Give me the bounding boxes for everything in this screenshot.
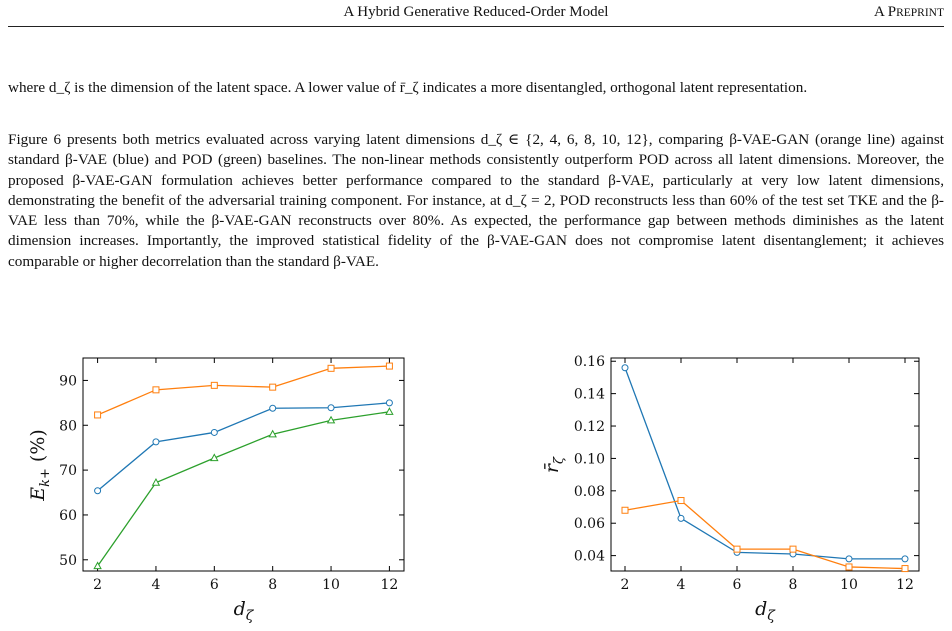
correlation-xtick-label: 12 — [896, 577, 914, 593]
page-header: A Hybrid Generative Reduced-Order Model … — [8, 0, 944, 22]
correlation-ytick-label: 0.14 — [574, 387, 605, 403]
figure-6: 2 4 6 8 10 12 50 60 70 80 90 dζ Ek+ (%) 2 4 6 8 10 12 0.04… — [0, 350, 952, 631]
energy-point — [94, 487, 102, 495]
correlation-ytick-label: 0.04 — [574, 549, 605, 565]
energy-series-line-1 — [97, 402, 390, 492]
correlation-chart: 2 4 6 8 10 12 0.04 0.06 0.08 0.10 0.12 0.14 0.16 dζ r̄… — [541, 354, 920, 624]
correlation-xtick-label: 4 — [677, 577, 686, 593]
running-title: A Hybrid Generative Reduced-Order Model — [343, 4, 609, 20]
energy-xlabel: dζ — [234, 598, 255, 624]
energy-point — [210, 428, 218, 436]
correlation-point — [621, 364, 629, 372]
preprint-label-initial: A P — [873, 4, 897, 20]
energy-point — [326, 415, 336, 424]
energy-point — [152, 386, 160, 394]
paragraph-figure-discussion: Figure 6 presents both metrics evaluated… — [8, 131, 944, 270]
energy-point — [152, 438, 160, 446]
energy-series-line-0 — [97, 365, 390, 416]
energy-ytick-label: 50 — [59, 553, 77, 569]
correlation-point — [901, 565, 909, 573]
correlation-point — [621, 506, 629, 514]
energy-point — [268, 429, 277, 438]
energy-xtick-label: 8 — [268, 577, 277, 593]
energy-series-line-2 — [97, 411, 390, 567]
energy-xtick-label: 4 — [151, 577, 160, 593]
correlation-series-line-0 — [624, 367, 905, 560]
energy-point — [93, 561, 102, 570]
energy-ytick-label: 60 — [59, 508, 77, 524]
paragraph-latent-definition: where d_ζ is the dimension of the latent… — [8, 79, 808, 96]
correlation-series-line-1 — [624, 499, 906, 570]
energy-chart: 2 4 6 8 10 12 50 60 70 80 90 dζ Ek+ (%) — [27, 357, 405, 624]
preprint-label-rest: REPRINT — [896, 7, 944, 19]
energy-ylabel: Ek+ (%) — [27, 429, 53, 502]
correlation-xtick-label: 6 — [733, 577, 742, 593]
correlation-xtick-label: 2 — [621, 577, 630, 593]
energy-point — [151, 478, 161, 486]
energy-point — [269, 404, 277, 412]
correlation-frame — [610, 357, 920, 572]
energy-point — [385, 407, 394, 415]
energy-ytick-label: 70 — [59, 463, 77, 479]
correlation-point — [845, 563, 853, 571]
energy-point — [94, 411, 102, 419]
correlation-point — [845, 555, 853, 563]
energy-point — [385, 362, 393, 370]
correlation-xlabel: dζ — [755, 598, 776, 624]
correlation-xtick-label: 8 — [789, 577, 798, 593]
energy-point — [269, 383, 277, 391]
energy-point — [210, 381, 218, 389]
energy-point — [210, 453, 219, 462]
correlation-point — [677, 514, 685, 522]
preprint-label: A PREPRINT — [874, 4, 944, 21]
correlation-ytick-label: 0.16 — [574, 354, 605, 370]
correlation-ytick-label: 0.10 — [574, 451, 605, 467]
energy-point — [385, 399, 393, 407]
energy-xtick-label: 6 — [210, 577, 219, 593]
correlation-ylabel: r̄ζ — [541, 456, 567, 473]
energy-point — [327, 404, 335, 412]
energy-xtick-label: 12 — [380, 577, 398, 593]
correlation-ytick-label: 0.06 — [574, 516, 605, 532]
correlation-point — [677, 497, 685, 505]
correlation-ytick-label: 0.08 — [574, 484, 605, 500]
correlation-point — [789, 545, 797, 553]
energy-ytick-label: 80 — [59, 418, 77, 434]
energy-frame — [82, 357, 405, 572]
correlation-xtick-label: 10 — [840, 577, 858, 593]
energy-ytick-label: 90 — [59, 373, 77, 389]
correlation-ytick-label: 0.12 — [574, 419, 605, 435]
energy-point — [327, 364, 335, 372]
header-rule — [8, 26, 944, 27]
energy-xtick-label: 2 — [93, 577, 102, 593]
energy-xtick-label: 10 — [322, 577, 340, 593]
correlation-point — [733, 545, 741, 553]
correlation-point — [901, 555, 909, 563]
